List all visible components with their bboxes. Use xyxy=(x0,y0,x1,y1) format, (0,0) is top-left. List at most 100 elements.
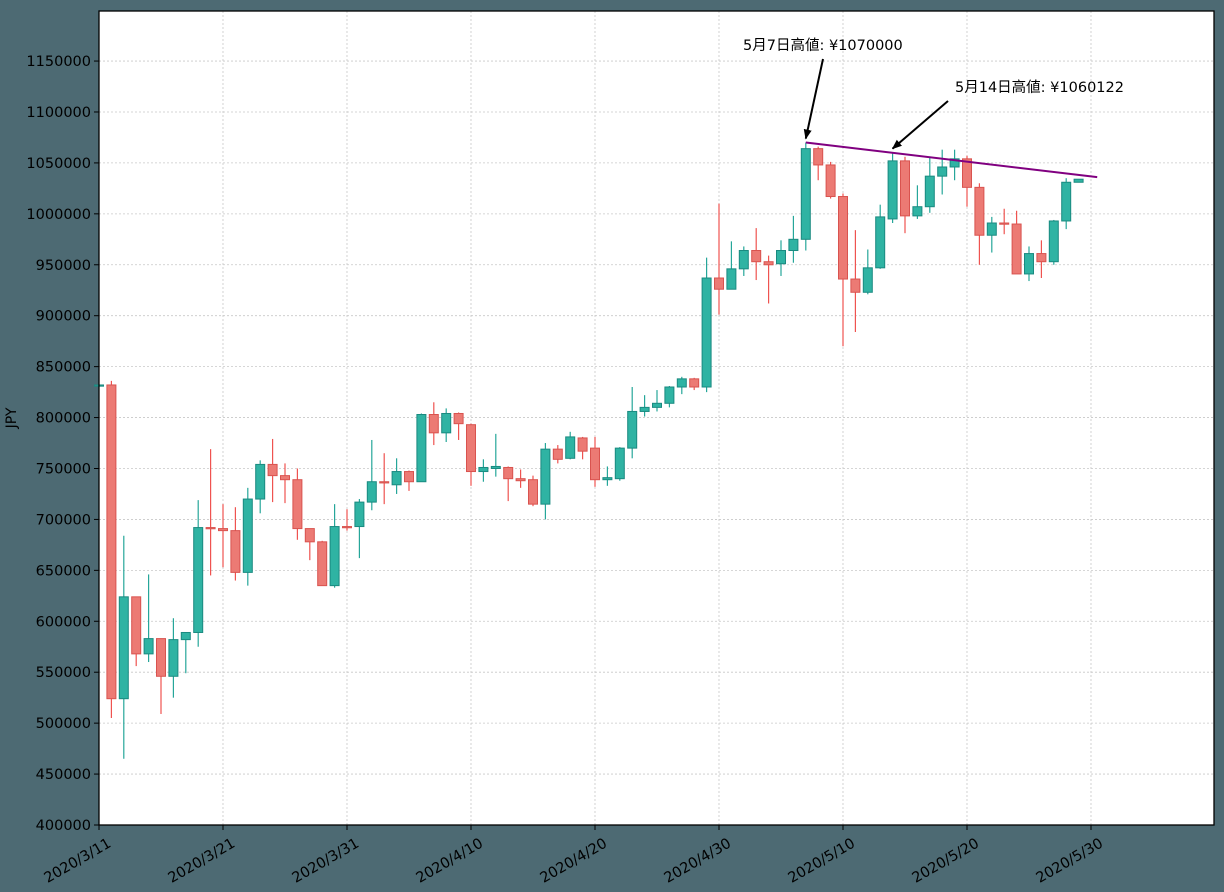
candle-down xyxy=(552,448,563,460)
candle-up xyxy=(242,498,253,573)
candle-up xyxy=(862,267,873,293)
candle-up xyxy=(329,526,340,587)
y-tick-label: 850000 xyxy=(36,360,91,376)
candle-up xyxy=(391,471,402,486)
candle-up xyxy=(1073,178,1084,183)
candle-up xyxy=(614,447,625,480)
candle-down xyxy=(466,424,476,473)
candle-up xyxy=(490,465,501,469)
candle-down xyxy=(962,158,972,188)
candle-up xyxy=(986,222,997,236)
candle-down xyxy=(156,638,166,677)
candle-up xyxy=(366,481,377,503)
candle-down xyxy=(503,466,514,480)
candle-up xyxy=(416,414,427,483)
x-tick-label: 2020/5/10 xyxy=(786,836,858,887)
candle-up xyxy=(354,501,365,528)
y-axis-label: JPY xyxy=(4,407,20,429)
candle-up xyxy=(887,160,898,220)
candle-up xyxy=(676,378,687,388)
candle-down xyxy=(515,478,526,482)
candle-down xyxy=(974,186,985,236)
y-tick-label: 500000 xyxy=(36,716,91,732)
y-tick-label: 600000 xyxy=(36,614,91,630)
candle-down xyxy=(1036,253,1047,263)
candle-up xyxy=(652,402,662,408)
candle-down xyxy=(577,437,588,452)
y-axis: 400000 450000 500000 550000 600000 650000 7000… xyxy=(26,54,99,834)
candle-down xyxy=(838,196,848,280)
y-tick-label: 1100000 xyxy=(26,105,91,121)
candle-down xyxy=(292,479,303,530)
annotation-arrow xyxy=(803,58,824,140)
candle-down xyxy=(106,384,117,700)
candle-up xyxy=(627,410,638,449)
gridlines xyxy=(98,11,1214,826)
candle-up xyxy=(441,412,452,434)
y-tick-label: 700000 xyxy=(36,512,91,528)
candle-down xyxy=(900,160,910,217)
annotations: 5月7日高値: ¥1070000 5月14日高値: ¥1060122 xyxy=(743,37,1124,150)
candle-down xyxy=(267,463,278,477)
candle-up xyxy=(1061,181,1072,222)
candle-down xyxy=(131,596,142,655)
candle-down xyxy=(763,261,774,266)
candle-up xyxy=(912,206,923,217)
candle-up xyxy=(788,238,799,252)
candle-up xyxy=(726,268,737,290)
x-tick-label: 2020/3/21 xyxy=(166,836,238,887)
candle-down xyxy=(714,277,724,290)
x-tick-label: 2020/3/11 xyxy=(42,836,114,887)
candle-down xyxy=(1011,223,1022,275)
candles xyxy=(94,142,1084,759)
candle-down xyxy=(428,414,439,434)
candle-down xyxy=(304,528,315,543)
candle-up xyxy=(738,250,749,270)
candle-up xyxy=(875,216,886,269)
candle-down xyxy=(404,471,414,483)
candle-up xyxy=(143,638,154,655)
candle-up xyxy=(937,166,948,177)
candle-down xyxy=(590,447,600,481)
candle-up xyxy=(1024,253,1034,275)
candle-down xyxy=(813,148,824,166)
x-tick-label: 2020/4/20 xyxy=(538,836,610,887)
y-tick-label: 400000 xyxy=(36,818,91,834)
candle-up xyxy=(180,631,191,641)
y-tick-label: 1000000 xyxy=(26,207,91,223)
y-tick-label: 550000 xyxy=(36,665,91,681)
trendline xyxy=(805,141,1098,179)
candle-up xyxy=(478,466,489,473)
candle-down xyxy=(850,278,861,293)
candle-down xyxy=(689,378,700,388)
y-tick-label: 1050000 xyxy=(26,156,91,172)
annotation-text: 5月14日高値: ¥1060122 xyxy=(955,79,1124,96)
x-tick-label: 2020/4/10 xyxy=(414,836,486,887)
candle-up xyxy=(949,158,960,168)
y-tick-label: 1150000 xyxy=(26,54,91,70)
candle-up xyxy=(924,175,935,208)
x-axis: 2020/3/11 2020/3/21 2020/3/31 2020/4/10 2020… xyxy=(42,825,1106,887)
candle-up xyxy=(565,436,576,459)
candle-up xyxy=(664,386,675,404)
candle-up xyxy=(776,250,786,265)
candle-up xyxy=(701,277,712,388)
candle-down xyxy=(230,530,241,573)
candle-down xyxy=(379,481,390,484)
annotation-text: 5月7日高値: ¥1070000 xyxy=(743,37,903,54)
candle-down xyxy=(218,528,228,532)
trendline-line xyxy=(805,141,1098,179)
candle-up xyxy=(193,527,204,633)
candle-down xyxy=(825,164,836,198)
y-tick-label: 750000 xyxy=(36,461,91,477)
candle-down xyxy=(280,475,290,481)
candle-up xyxy=(800,148,811,240)
candle-up xyxy=(168,639,179,677)
y-tick-label: 900000 xyxy=(36,309,91,325)
x-tick-label: 2020/5/30 xyxy=(1034,836,1106,887)
x-tick-label: 2020/4/30 xyxy=(662,836,734,887)
candle-down xyxy=(342,526,352,529)
candle-up xyxy=(255,463,266,500)
candle-up xyxy=(118,596,129,700)
